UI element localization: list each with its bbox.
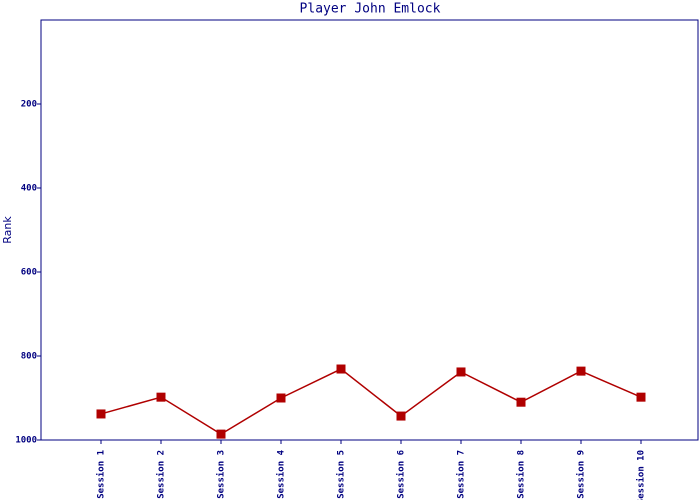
- x-tick-label: Session 10: [636, 450, 647, 500]
- y-tick-label: 600: [21, 268, 37, 278]
- x-tick-label: Session 5: [336, 450, 347, 499]
- y-tick-label: 800: [21, 352, 37, 362]
- marker: [516, 397, 526, 407]
- marker: [276, 393, 286, 403]
- x-tick-label: Session 3: [216, 450, 227, 499]
- data-line: [100, 368, 642, 435]
- y-tick-label: 1000: [15, 436, 37, 446]
- x-tick-label: Session 6: [396, 450, 407, 499]
- marker: [396, 411, 406, 421]
- x-tick-label: Session 4: [276, 449, 287, 498]
- marker: [456, 367, 466, 377]
- plot-frame: [40, 19, 699, 441]
- marker: [636, 392, 646, 402]
- x-tick-label: Session 7: [456, 450, 467, 499]
- y-tick-label: 400: [21, 184, 37, 194]
- marker: [156, 392, 166, 402]
- y-axis-label: Rank: [1, 216, 14, 244]
- x-tick-label: Session 2: [156, 450, 167, 499]
- x-tick-label: Session 1: [96, 450, 107, 499]
- marker: [336, 364, 346, 374]
- marker: [96, 409, 106, 419]
- marker: [576, 366, 586, 376]
- y-tick-label: 200: [21, 100, 37, 110]
- x-tick-label: Session 9: [576, 450, 587, 499]
- x-tick-label: Session 8: [516, 450, 527, 499]
- marker: [216, 429, 226, 439]
- chart-title: Player John Emlock: [300, 2, 441, 17]
